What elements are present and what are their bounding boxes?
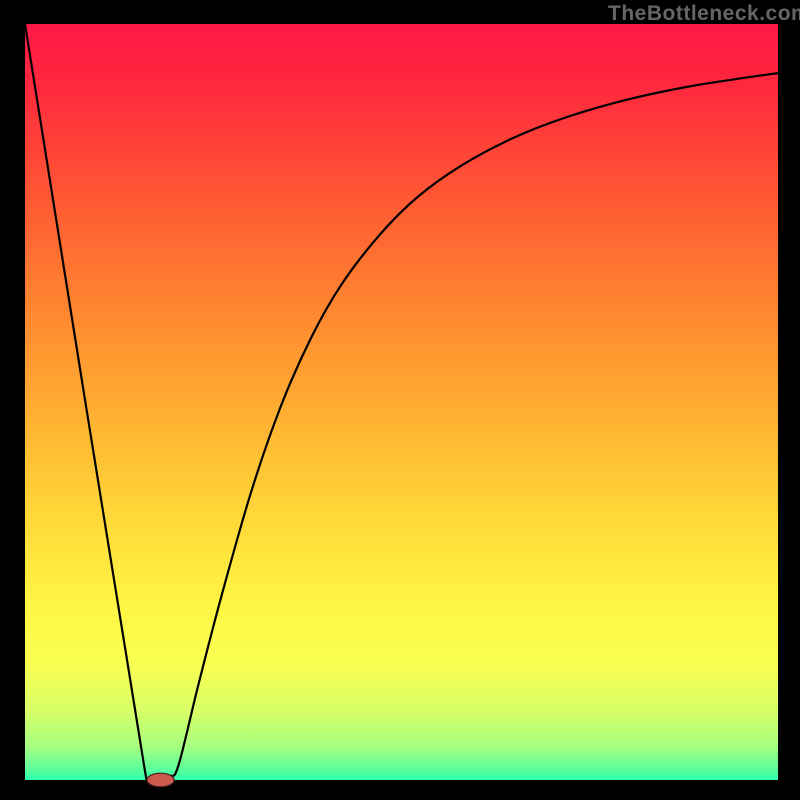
chart-container: TheBottleneck.com: [0, 0, 800, 800]
bottleneck-curve: [25, 24, 778, 800]
curve-svg: [25, 24, 778, 780]
plot-area: [25, 24, 778, 780]
optimum-marker: [147, 773, 174, 787]
watermark-text: TheBottleneck.com: [608, 2, 800, 26]
